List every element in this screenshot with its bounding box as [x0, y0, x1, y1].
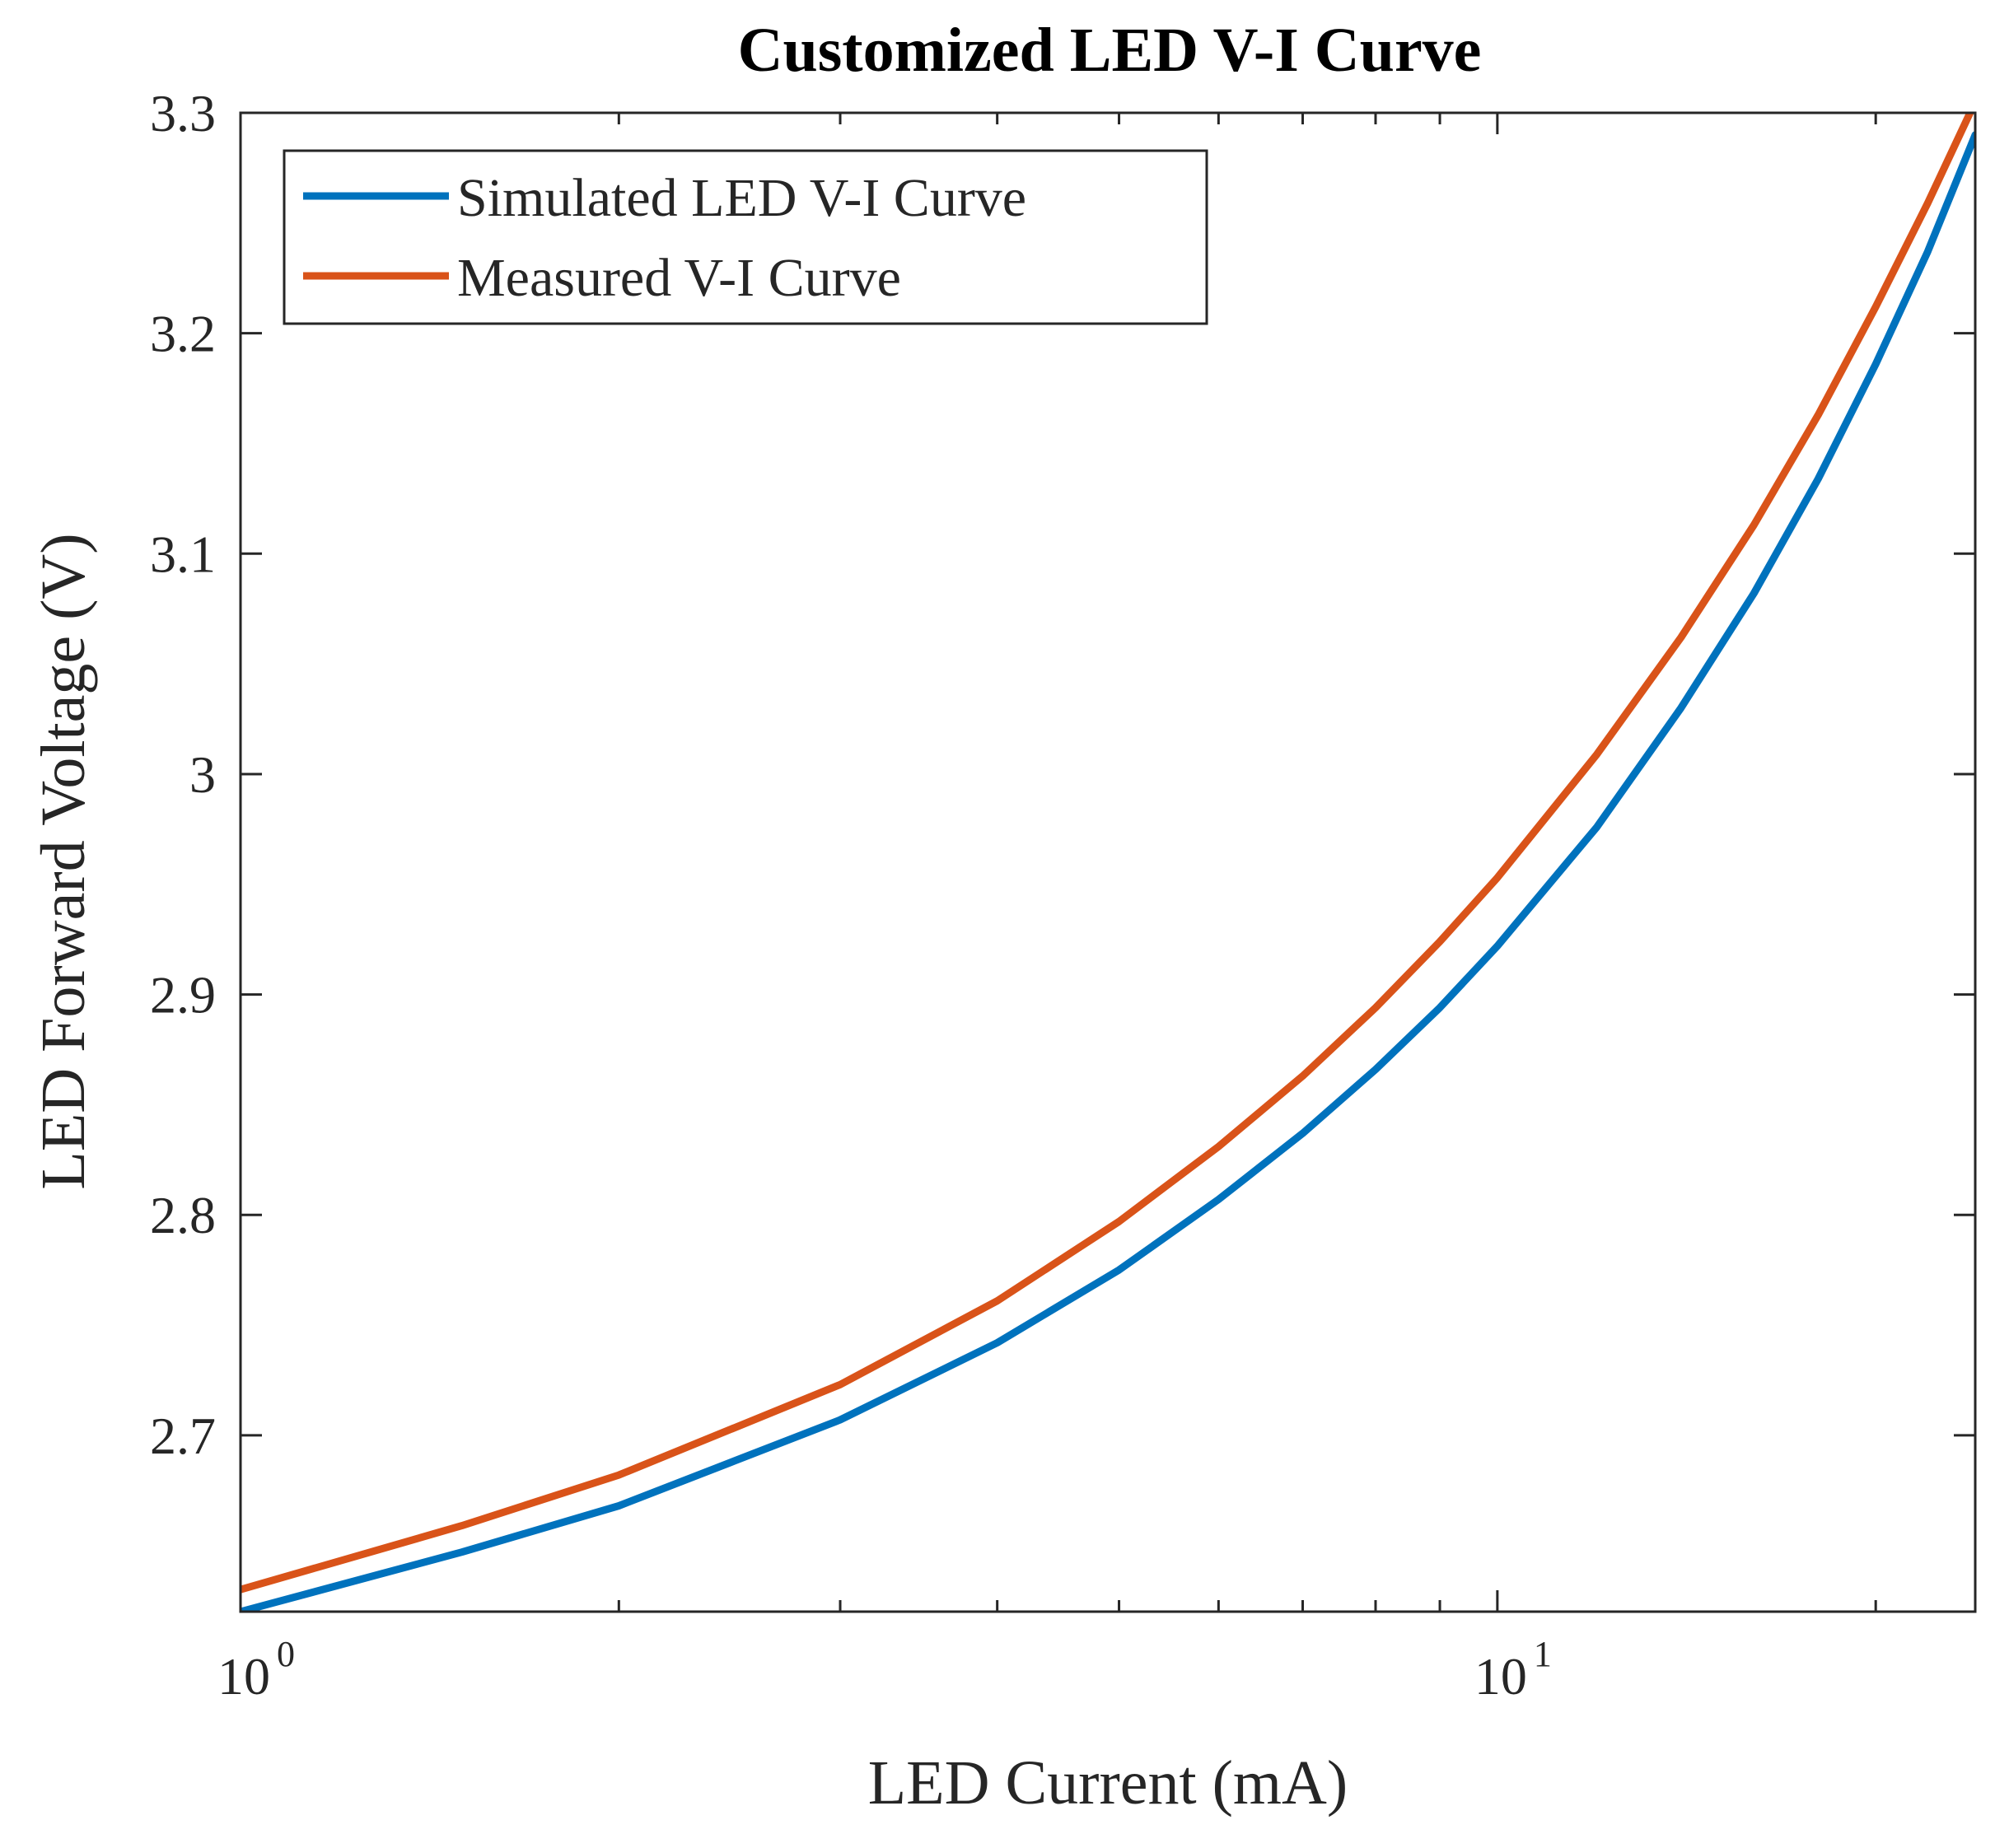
- y-axis-label: LED Forward Voltage (V): [29, 533, 98, 1189]
- series-line-simulated: [241, 131, 1975, 1612]
- legend: Simulated LED V-I Curve Measured V-I Cur…: [283, 149, 1208, 325]
- y-tick-label: 3.2: [150, 305, 216, 363]
- x-tick-exponent: 0: [277, 1634, 295, 1674]
- y-tick-label: 2.9: [150, 966, 216, 1024]
- y-tick-label: 3.1: [150, 525, 216, 583]
- y-tick-label: 3: [189, 745, 216, 804]
- x-tick-label: 10: [217, 1647, 270, 1706]
- chart-title: Customized LED V-I Curve: [738, 16, 1482, 85]
- x-tick-label: 10: [1474, 1647, 1527, 1706]
- ticks-layer: 2.72.82.933.13.23.310 0 10 1: [150, 84, 1975, 1706]
- y-tick-label: 2.7: [150, 1407, 216, 1465]
- plot-area: [241, 113, 1975, 1612]
- y-tick-label: 3.3: [150, 84, 216, 142]
- legend-label-simulated: Simulated LED V-I Curve: [457, 168, 1026, 228]
- y-tick-label: 2.8: [150, 1186, 216, 1244]
- legend-label-measured: Measured V-I Curve: [457, 248, 901, 308]
- series-layer: [241, 113, 1975, 1612]
- series-line-measured: [241, 113, 1974, 1594]
- x-tick-exponent: 1: [1534, 1634, 1552, 1674]
- legend-box: [283, 149, 1208, 325]
- plot-frame: [239, 111, 1977, 1613]
- x-axis-label: LED Current (mA): [868, 1748, 1348, 1818]
